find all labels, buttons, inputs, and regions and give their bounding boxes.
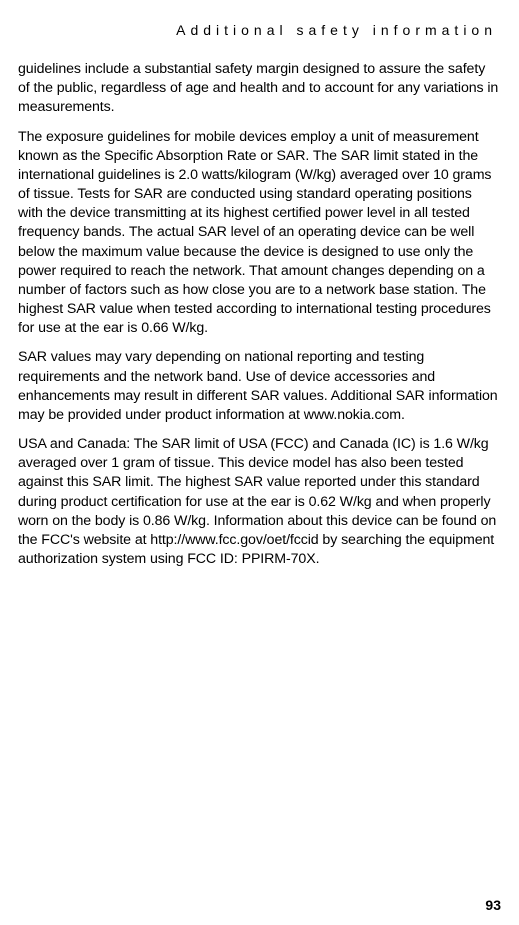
body-paragraph-1: guidelines include a substantial safety …	[18, 60, 499, 118]
page-number: 93	[485, 897, 501, 913]
body-paragraph-3: SAR values may vary depending on nationa…	[18, 348, 499, 425]
body-paragraph-2: The exposure guidelines for mobile devic…	[18, 128, 499, 339]
body-paragraph-4: USA and Canada: The SAR limit of USA (FC…	[18, 435, 499, 569]
running-header: Additional safety information	[18, 22, 499, 38]
page-container: Additional safety information guidelines…	[0, 0, 519, 925]
